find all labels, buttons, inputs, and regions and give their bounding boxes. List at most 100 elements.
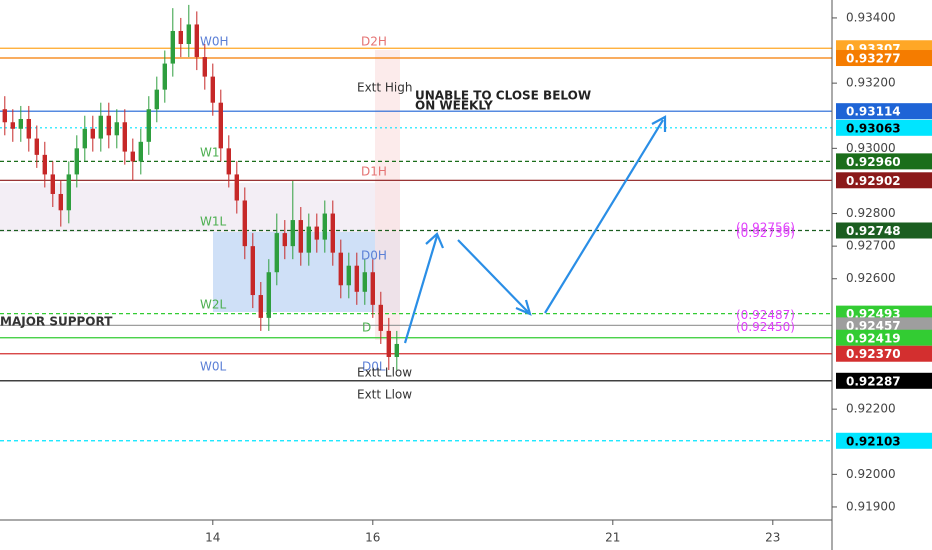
projection-arrows	[403, 115, 667, 344]
candle-body	[66, 174, 71, 211]
candle-body	[290, 220, 295, 247]
x-tick-label: 16	[365, 531, 380, 545]
candle-body	[266, 272, 271, 318]
annotation: D0H	[361, 249, 387, 263]
x-tick-label: 23	[765, 531, 780, 545]
price-tag	[836, 329, 932, 346]
price-tag-label: 0.92419	[846, 331, 901, 345]
candle-body	[82, 128, 87, 149]
arrow-head	[651, 115, 667, 132]
candle-body	[2, 109, 7, 123]
price-tag-label: 0.92287	[846, 374, 901, 388]
candle-body	[234, 174, 239, 201]
annotation: UNABLE TO CLOSE BELOW	[415, 89, 591, 103]
annotation: W1	[200, 146, 220, 160]
candle-body	[138, 141, 143, 162]
candle-body	[354, 265, 359, 292]
candles	[2, 4, 399, 371]
y-tick-label: 0.92600	[846, 271, 896, 285]
price-tag-label: 0.93277	[846, 52, 901, 66]
candle-body	[370, 272, 375, 305]
candle-body	[178, 30, 183, 45]
annotation: ON WEEKLY	[415, 99, 493, 113]
price-tag	[836, 119, 932, 136]
time-axis-bg	[0, 520, 832, 550]
annotation: Extt High	[357, 81, 413, 95]
levels	[0, 47, 832, 442]
price-tag	[836, 432, 932, 449]
price-tag-label: 0.93114	[846, 105, 901, 119]
candle-body	[394, 343, 399, 357]
candle-body	[306, 226, 311, 253]
price-tag-label: 0.93063	[846, 121, 901, 135]
candle-body	[330, 213, 335, 253]
axes: 0.93400 0.93200 0.93000 0.92800 0.92700 0.926…	[205, 10, 932, 545]
y-tick-label: 0.93200	[846, 76, 896, 90]
price-tag	[836, 222, 932, 239]
candle-body	[346, 265, 351, 286]
candle-body	[322, 213, 327, 240]
candle-body	[34, 138, 39, 155]
candle-body	[130, 151, 135, 162]
candle-body	[362, 272, 367, 292]
annotation: W1L	[200, 215, 227, 229]
x-tick-label: 21	[605, 531, 620, 545]
annotation: D1H	[361, 165, 387, 179]
candle-body	[226, 148, 231, 175]
candle-body	[274, 233, 279, 273]
price-label: (0.92487)	[736, 308, 795, 322]
candle-body	[18, 118, 23, 129]
candle-body	[106, 115, 111, 136]
price-tag	[836, 50, 932, 67]
candle-body	[194, 24, 199, 58]
y-tick-label: 0.93400	[846, 10, 896, 24]
annotation: Extt Llow	[357, 366, 412, 380]
price-tag-label: 0.92103	[846, 434, 901, 448]
annotation: Extt Llow	[357, 388, 412, 402]
candle-body	[98, 115, 103, 139]
arrow	[544, 119, 664, 314]
candle-body	[210, 76, 215, 103]
candle-body	[42, 154, 47, 175]
arrow-head	[515, 299, 532, 316]
candle-body	[58, 193, 63, 211]
candle-body	[154, 89, 159, 110]
annotation: W0H	[200, 35, 229, 49]
arrow	[403, 235, 439, 344]
candle-body	[186, 24, 191, 45]
price-label: (0.92739)	[736, 226, 795, 240]
candle-body	[386, 330, 391, 357]
candle-body	[314, 226, 319, 240]
price-tag	[836, 317, 932, 334]
y-tick-label: 0.92000	[846, 467, 896, 481]
x-tick-label: 14	[205, 531, 220, 545]
candle-body	[26, 118, 31, 139]
price-tag	[836, 172, 932, 189]
annotation: MAJOR SUPPORT	[0, 315, 113, 329]
annotation: D2H	[361, 35, 387, 49]
candle-body	[282, 233, 287, 247]
candle-body	[250, 246, 255, 296]
y-tick-label: 0.92700	[846, 239, 896, 253]
y-tick-label: 0.92800	[846, 206, 896, 220]
y-tick-label: 0.93000	[846, 141, 896, 155]
candle-body	[218, 102, 223, 149]
price-tag-label: 0.92960	[846, 155, 901, 169]
candle-body	[298, 220, 303, 253]
candle-body	[10, 122, 15, 129]
annotation: W2L	[200, 298, 227, 312]
candle-body	[162, 63, 167, 90]
candle-body	[258, 295, 263, 318]
candle-body	[90, 128, 95, 139]
arrow-head	[425, 232, 445, 249]
price-label: (0.92450)	[736, 320, 795, 334]
price-tag	[836, 103, 932, 120]
price-label: (0.92756)	[736, 220, 795, 234]
candle-body	[378, 304, 383, 331]
price-tag	[836, 345, 932, 362]
price-tag	[836, 153, 932, 170]
candle-body	[74, 148, 79, 175]
